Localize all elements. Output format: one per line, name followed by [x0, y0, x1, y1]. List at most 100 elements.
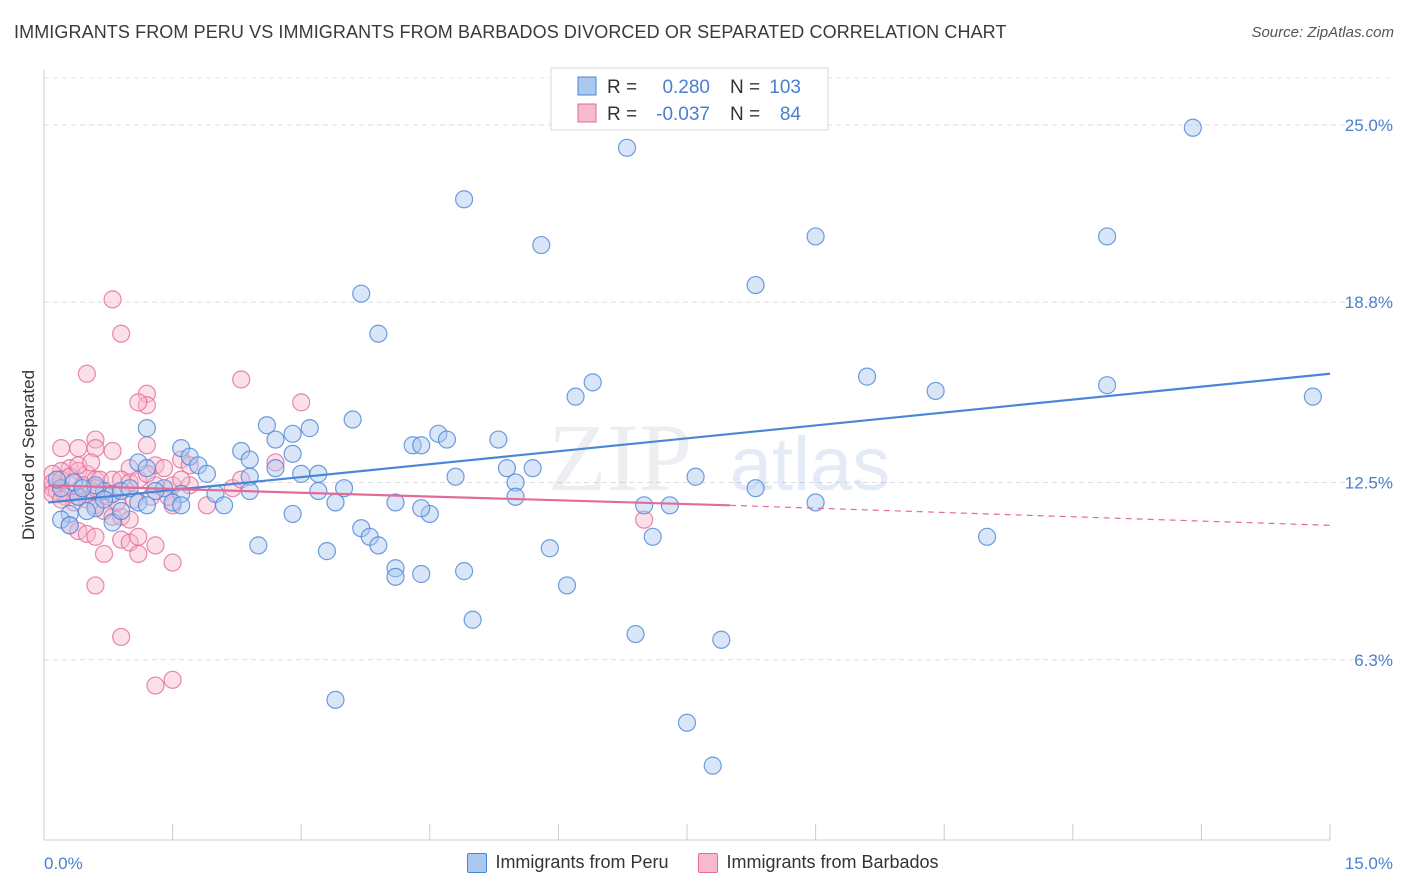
y-tick-label: 12.5% [1345, 473, 1393, 492]
y-axis-title: Divorced or Separated [19, 370, 38, 540]
barbados-point [52, 439, 71, 458]
peru-point [137, 496, 156, 515]
peru-point [806, 227, 825, 246]
peru-point [1097, 227, 1117, 246]
peru-point [137, 419, 156, 438]
peru-point [172, 496, 191, 515]
barbados-point [163, 670, 182, 689]
barbados-point [137, 436, 156, 455]
bottom-legend: Immigrants from Peru Immigrants from Bar… [0, 852, 1406, 873]
barbados-point [163, 553, 182, 572]
barbados-point [292, 393, 311, 412]
peru-point [506, 487, 525, 506]
legend-n-label-barbados: N = [730, 104, 760, 125]
peru-point [532, 235, 551, 255]
barbados-point [82, 453, 101, 472]
peru-point [283, 424, 302, 443]
peru-point [386, 493, 405, 512]
barbados-point [86, 527, 105, 546]
peru-point [292, 464, 311, 483]
grid-lines [44, 77, 1392, 661]
peru-point [437, 430, 457, 449]
peru-point [73, 479, 92, 498]
peru-point [523, 459, 542, 478]
peru-point [566, 387, 585, 406]
trend-line-barbados [48, 484, 730, 507]
legend-swatch-peru [577, 76, 597, 96]
peru-point [583, 373, 602, 392]
barbados-point [232, 370, 251, 389]
peru-point [326, 690, 345, 709]
legend-item-peru: Immigrants from Peru [467, 852, 668, 873]
watermark-zip: ZIP [548, 404, 692, 511]
barbados-point [635, 510, 654, 529]
peru-point [240, 450, 259, 469]
peru-point [412, 436, 431, 455]
peru-point [557, 576, 577, 595]
stats-legend: R = 0.280 N = 103 R = -0.037 N = 84 [550, 67, 829, 131]
legend-label-barbados: Immigrants from Barbados [726, 852, 939, 872]
barbados-point [129, 393, 148, 412]
barbados-point [103, 441, 122, 461]
legend-r-value-barbados: -0.037 [656, 104, 710, 125]
barbados-point [86, 576, 105, 595]
peru-point [317, 542, 337, 561]
legend-swatch-barbados [577, 103, 597, 123]
x-tick-label-max: 15.0% [1345, 854, 1393, 873]
peru-point [112, 501, 131, 521]
series-peru [47, 118, 1322, 775]
legend-r-label-peru: R = [607, 77, 637, 98]
barbados-point [154, 459, 174, 478]
peru-point [257, 416, 277, 435]
peru-point [412, 499, 431, 518]
barbados-point [146, 676, 165, 695]
legend-n-value-barbados: 84 [780, 104, 802, 125]
legend-n-label-peru: N = [730, 77, 760, 98]
watermark: ZIP atlas [548, 404, 890, 511]
legend-r-value-peru: 0.280 [662, 77, 710, 98]
peru-point [977, 527, 997, 546]
peru-point [47, 470, 66, 489]
peru-point [703, 756, 722, 775]
peru-point [326, 493, 345, 512]
peru-point [300, 419, 319, 438]
peru-point [926, 381, 945, 401]
peru-point [352, 284, 371, 303]
source-label: Source: ZipAtlas.com [1251, 24, 1394, 41]
barbados-point [112, 627, 131, 647]
peru-point [214, 496, 234, 515]
trend-line-barbados-extended [729, 504, 1331, 526]
peru-point [677, 713, 697, 732]
y-tick-label: 6.3% [1354, 651, 1393, 670]
peru-point [643, 527, 662, 546]
peru-point [386, 567, 405, 586]
trend-lines [48, 372, 1331, 526]
barbados-point [129, 527, 148, 546]
barbados-point [129, 544, 148, 564]
peru-point [137, 459, 156, 478]
peru-point [283, 444, 302, 463]
peru-point [369, 324, 388, 343]
peru-point [283, 504, 302, 524]
trend-line-peru [48, 372, 1331, 504]
barbados-point [112, 324, 131, 343]
peru-point [77, 501, 96, 521]
y-tick-labels: 6.3% 12.5% 18.8% 25.0% [1345, 116, 1393, 670]
peru-point [454, 190, 474, 209]
peru-point [60, 516, 79, 535]
peru-point [69, 487, 88, 506]
barbados-point [94, 544, 114, 564]
peru-point [635, 496, 654, 515]
x-ticks [43, 824, 1331, 840]
barbados-point [103, 290, 122, 309]
peru-point [197, 464, 216, 483]
peru-point [463, 610, 482, 629]
peru-point [806, 493, 825, 512]
barbados-point [146, 536, 165, 555]
peru-point [489, 430, 508, 449]
peru-point [1303, 387, 1322, 406]
chart-title: IMMIGRANTS FROM PERU VS IMMIGRANTS FROM … [14, 22, 1007, 42]
peru-point [660, 496, 679, 515]
watermark-atlas: atlas [730, 422, 891, 507]
barbados-point [69, 439, 88, 458]
